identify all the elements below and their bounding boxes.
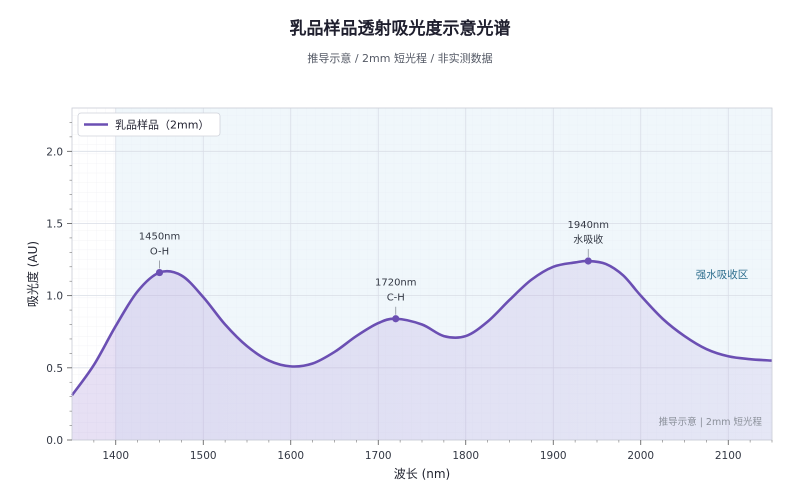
y-tick-label: 2.0 <box>46 146 63 158</box>
peak-marker <box>584 257 592 265</box>
y-tick-label: 0.5 <box>46 363 63 375</box>
series-area <box>72 260 772 440</box>
annotation-wavelength: 1450nm <box>139 232 181 243</box>
y-axis-title: 吸光度 (AU) <box>25 241 40 307</box>
legend: 乳品样品（2mm） <box>77 112 221 137</box>
y-tick-label: 0.0 <box>46 435 63 447</box>
chart-subtitle: 推导示意 / 2mm 短光程 / 非实测数据 <box>307 52 493 65</box>
peak-marker <box>155 268 164 277</box>
x-tick-label: 1600 <box>277 450 304 462</box>
x-tick-label: 2100 <box>715 450 742 462</box>
watermark-text: 推导示意 | 2mm 短光程 <box>659 416 763 428</box>
region-label: 强水吸收区 <box>696 268 749 281</box>
x-tick-label: 1500 <box>190 450 217 462</box>
series-line <box>70 259 773 397</box>
x-tick-label: 1800 <box>452 450 479 462</box>
legend-label: 乳品样品（2mm） <box>115 118 209 132</box>
annotation-band: 水吸收 <box>573 233 603 246</box>
y-tick-label: 1.0 <box>46 291 63 303</box>
peak-marker <box>392 315 400 323</box>
y-tick-label: 1.5 <box>46 218 63 230</box>
x-tick-label: 1700 <box>365 450 392 462</box>
annotation-band: C-H <box>387 293 405 304</box>
x-tick-label: 1400 <box>102 450 129 462</box>
legend-box <box>77 112 221 137</box>
annotation-wavelength: 1940nm <box>567 220 609 231</box>
x-axis-title: 波长 (nm) <box>394 467 450 481</box>
chart-title: 乳品样品透射吸光度示意光谱 <box>289 19 511 39</box>
annotation-wavelength: 1720nm <box>375 278 417 289</box>
x-tick-label: 2000 <box>627 450 654 462</box>
annotation-band: O-H <box>150 247 169 258</box>
x-tick-label: 1900 <box>540 450 567 462</box>
